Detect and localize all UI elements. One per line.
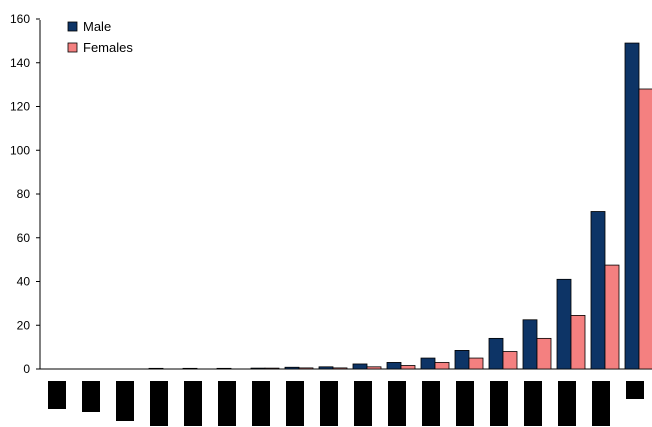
x-tick-label-redaction xyxy=(218,381,236,426)
bar-male-5 xyxy=(216,367,232,370)
x-tick-label-redaction xyxy=(626,381,644,399)
bar-male-17 xyxy=(624,42,640,370)
legend-swatch-male xyxy=(67,21,78,32)
bar-male-16 xyxy=(590,211,606,370)
x-tick-label-redaction xyxy=(150,381,168,426)
y-tick-label: 120 xyxy=(10,100,30,114)
legend-label-male: Male xyxy=(83,19,111,34)
bar-male-10 xyxy=(386,362,402,370)
y-tick-label: 60 xyxy=(17,231,31,245)
bar-females-9 xyxy=(366,366,382,370)
bar-male-7 xyxy=(284,366,300,370)
bar-male-14 xyxy=(522,319,538,370)
x-tick-label-redaction xyxy=(524,381,542,426)
x-tick-label-redaction xyxy=(116,381,134,421)
bar-male-4 xyxy=(182,367,198,370)
x-tick-label-redaction xyxy=(422,381,440,426)
bar-females-8 xyxy=(332,367,348,370)
bar-females-7 xyxy=(298,367,314,370)
x-tick-label-redaction xyxy=(490,381,508,426)
x-tick-label-redaction xyxy=(456,381,474,426)
bar-male-6 xyxy=(250,367,266,370)
legend: Male Females xyxy=(67,19,133,55)
y-tick-label: 100 xyxy=(10,143,30,157)
bar-male-11 xyxy=(420,357,436,370)
bars-group xyxy=(148,42,652,370)
x-tick-label-redaction xyxy=(184,381,202,426)
legend-label-females: Females xyxy=(83,40,133,55)
bar-male-8 xyxy=(318,366,334,370)
y-tick-label: 20 xyxy=(17,318,31,332)
bar-females-15 xyxy=(570,315,586,370)
bar-females-6 xyxy=(264,367,280,370)
x-tick-label-redaction xyxy=(320,381,338,426)
legend-swatch-females xyxy=(67,42,78,53)
x-tick-label-redaction xyxy=(558,381,576,426)
bar-females-17 xyxy=(638,88,652,370)
x-tick-label-redaction xyxy=(354,381,372,426)
bar-females-10 xyxy=(400,365,416,370)
bar-females-12 xyxy=(468,357,484,370)
x-tick-label-redaction xyxy=(388,381,406,426)
y-axis: 0 20 40 60 80 100 120 140 160 xyxy=(10,12,40,376)
x-tick-labels-redacted xyxy=(48,381,644,426)
x-tick-label-redaction xyxy=(592,381,610,426)
bar-females-14 xyxy=(536,337,552,370)
bar-females-16 xyxy=(604,264,620,370)
y-tick-label: 0 xyxy=(23,362,30,376)
bar-male-12 xyxy=(454,350,470,370)
bar-male-15 xyxy=(556,278,572,370)
y-tick-label: 140 xyxy=(10,56,30,70)
y-tick-label: 160 xyxy=(10,12,30,26)
bar-females-11 xyxy=(434,362,450,370)
bar-females-13 xyxy=(502,351,518,370)
x-tick-label-redaction xyxy=(82,381,100,412)
bar-male-3 xyxy=(148,367,164,370)
x-tick-label-redaction xyxy=(48,381,66,409)
y-tick-label: 80 xyxy=(17,187,31,201)
y-tick-label: 40 xyxy=(17,275,31,289)
bar-male-13 xyxy=(488,337,504,370)
x-tick-label-redaction xyxy=(286,381,304,426)
bar-male-9 xyxy=(352,363,368,370)
x-tick-label-redaction xyxy=(252,381,270,426)
